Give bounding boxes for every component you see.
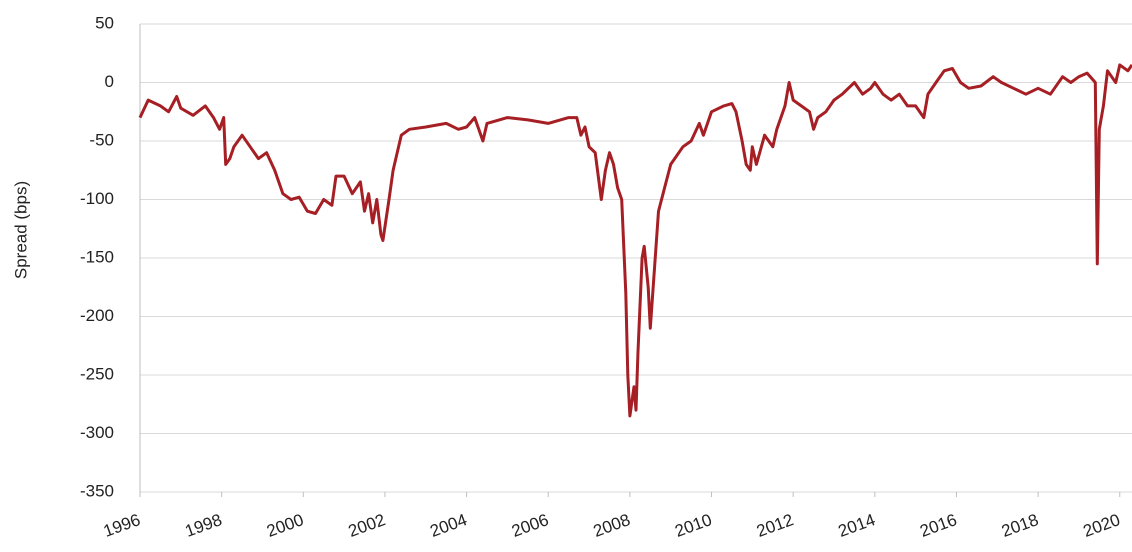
y-tick-label: 50 bbox=[95, 13, 114, 32]
x-tick-label: 1998 bbox=[183, 510, 225, 541]
y-tick-label: -100 bbox=[80, 189, 114, 208]
x-tick-label: 2020 bbox=[1081, 510, 1123, 541]
x-tick-label: 2002 bbox=[346, 510, 388, 541]
y-tick-label: -250 bbox=[80, 364, 114, 383]
x-tick-label: 2004 bbox=[427, 510, 469, 541]
y-tick-label: -300 bbox=[80, 423, 114, 442]
x-tick-label: 2016 bbox=[917, 510, 959, 541]
x-tick-label: 2006 bbox=[509, 510, 551, 541]
line-series bbox=[138, 63, 1132, 418]
x-tick-label: 2000 bbox=[264, 510, 306, 541]
y-tick-label: -150 bbox=[80, 247, 114, 266]
x-tick-label: 1996 bbox=[101, 510, 143, 541]
x-tick-label: 2010 bbox=[672, 510, 714, 541]
y-tick-label: -350 bbox=[80, 481, 114, 500]
y-axis-label: Spread (bps) bbox=[11, 181, 30, 279]
y-tick-label: -50 bbox=[89, 130, 114, 149]
x-tick-label: 2018 bbox=[999, 510, 1041, 541]
x-tick-label: 2008 bbox=[591, 510, 633, 541]
x-tick-label: 2012 bbox=[754, 510, 796, 541]
y-tick-label: -200 bbox=[80, 306, 114, 325]
x-tick-label: 2014 bbox=[836, 510, 878, 541]
y-tick-label: 0 bbox=[105, 72, 114, 91]
